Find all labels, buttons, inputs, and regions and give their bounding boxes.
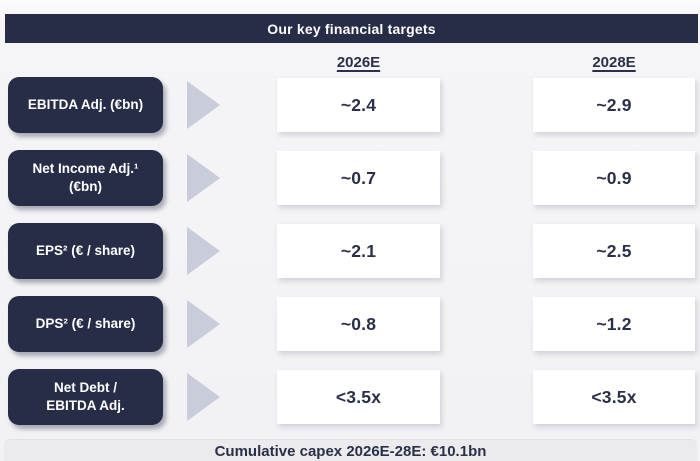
value-text: ~1.2 xyxy=(596,313,632,334)
column-header-2026e: 2026E xyxy=(336,53,381,71)
metric-label-eps: EPS² (€ / share) xyxy=(8,223,163,279)
value-net-income-2028: ~0.9 xyxy=(533,151,695,205)
metrics-table: EBITDA Adj. (€bn) ~2.4 ~2.9 Net Income A… xyxy=(0,77,700,425)
value-net-debt-2028: <3.5x xyxy=(533,370,695,424)
page-title: Our key financial targets xyxy=(267,20,436,37)
value-ebitda-2026: ~2.4 xyxy=(277,78,440,132)
metric-label-net-debt: Net Debt / EBITDA Adj. xyxy=(8,369,163,425)
value-dps-2026: ~0.8 xyxy=(277,297,440,351)
table-row-net-debt: Net Debt / EBITDA Adj. <3.5x <3.5x xyxy=(0,369,700,425)
value-eps-2028: ~2.5 xyxy=(533,224,695,278)
arrow-zone xyxy=(163,77,277,133)
arrow-zone xyxy=(163,296,277,352)
metric-label-ebitda: EBITDA Adj. (€bn) xyxy=(8,77,163,133)
metric-label-text: DPS² (€ / share) xyxy=(35,316,136,332)
right-triangle-icon xyxy=(187,300,220,348)
capex-footer-bar: Cumulative capex 2026E-28E: €10.1bn xyxy=(4,439,697,461)
value-text: ~0.7 xyxy=(340,167,377,188)
value-text: <3.5x xyxy=(335,386,382,407)
metric-label-dps: DPS² (€ / share) xyxy=(8,296,163,352)
value-text: ~2.1 xyxy=(340,240,377,261)
value-dps-2028: ~1.2 xyxy=(533,297,695,351)
title-banner: Our key financial targets xyxy=(5,14,698,43)
column-header-2028e: 2028E xyxy=(592,53,636,71)
value-text: ~2.9 xyxy=(596,94,632,115)
value-text: ~0.9 xyxy=(596,167,632,188)
metric-label-text: Net Debt / EBITDA Adj. xyxy=(46,380,125,413)
value-ebitda-2028: ~2.9 xyxy=(533,78,695,132)
right-triangle-icon xyxy=(187,227,220,275)
right-triangle-icon xyxy=(187,373,220,421)
value-net-debt-2026: <3.5x xyxy=(277,370,440,424)
arrow-zone xyxy=(163,369,277,425)
value-eps-2026: ~2.1 xyxy=(277,224,440,278)
table-row-ebitda: EBITDA Adj. (€bn) ~2.4 ~2.9 xyxy=(0,77,700,133)
capex-footer-text: Cumulative capex 2026E-28E: €10.1bn xyxy=(214,443,487,460)
arrow-zone xyxy=(163,150,277,206)
value-text: ~0.8 xyxy=(340,313,377,334)
arrow-zone xyxy=(163,223,277,279)
table-row-dps: DPS² (€ / share) ~0.8 ~1.2 xyxy=(0,296,700,352)
value-text: <3.5x xyxy=(591,386,637,407)
value-text: ~2.4 xyxy=(340,94,377,115)
value-text: ~2.5 xyxy=(596,240,632,261)
metric-label-text: Net Income Adj.¹ (€bn) xyxy=(32,161,139,194)
value-net-income-2026: ~0.7 xyxy=(277,151,440,205)
metric-label-net-income: Net Income Adj.¹ (€bn) xyxy=(8,150,163,206)
column-header-row: 2026E 2028E xyxy=(0,50,700,74)
table-row-eps: EPS² (€ / share) ~2.1 ~2.5 xyxy=(0,223,700,279)
metric-label-text: EBITDA Adj. (€bn) xyxy=(27,97,144,113)
table-row-net-income: Net Income Adj.¹ (€bn) ~0.7 ~0.9 xyxy=(0,150,700,206)
right-triangle-icon xyxy=(187,154,220,202)
metric-label-text: EPS² (€ / share) xyxy=(35,243,136,259)
right-triangle-icon xyxy=(187,81,220,129)
